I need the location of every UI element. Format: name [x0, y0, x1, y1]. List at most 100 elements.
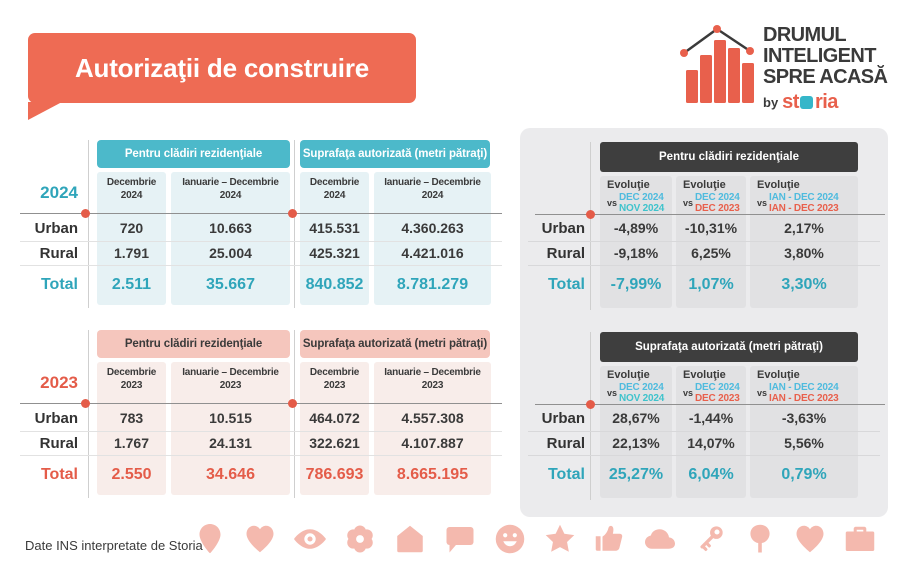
- logo-line-1: DRUMUL: [763, 24, 847, 46]
- value-cell: 322.621: [309, 435, 360, 451]
- evolution-column-header: Evoluţie vs IAN - DEC 2024 IAN - DEC 2023: [757, 369, 839, 404]
- column-header: Ianuarie – Decembrie 2023: [384, 367, 481, 391]
- header-rule: [20, 403, 502, 404]
- tree-icon: [742, 521, 778, 557]
- row-label: Urban: [34, 410, 78, 427]
- value-cell: 1.791: [113, 245, 150, 261]
- divider: [590, 332, 591, 500]
- row-label: Rural: [39, 435, 78, 452]
- value-cell: -3,63%: [781, 410, 827, 426]
- value-cell: 1.767: [113, 435, 150, 451]
- value-cell: -4,89%: [613, 220, 659, 236]
- total-value-cell: 0,79%: [781, 466, 827, 483]
- row-label: Urban: [541, 220, 585, 237]
- rule-dot: [288, 399, 297, 408]
- thumbs-up-icon: [592, 521, 628, 557]
- total-row-label: Total: [40, 276, 78, 293]
- value-cell: -10,31%: [684, 220, 738, 236]
- logo-line-2: INTELIGENT: [763, 45, 876, 67]
- banner-tail: [28, 102, 62, 120]
- row-separator: [20, 241, 502, 242]
- evolution-column-header: Evoluţie vs DEC 2024 NOV 2024: [607, 179, 665, 214]
- column-bg: [750, 176, 858, 308]
- total-value-cell: 2.550: [111, 466, 152, 483]
- heart-icon: [792, 521, 828, 557]
- value-cell: 425.321: [309, 245, 360, 261]
- divider: [294, 140, 295, 308]
- value-cell: -1,44%: [688, 410, 734, 426]
- total-value-cell: -7,99%: [610, 276, 662, 293]
- group-header-surface-2023: Suprafaţa autorizată (metri pătraţi): [300, 330, 490, 358]
- row-label: Rural: [546, 245, 585, 262]
- total-value-cell: 8.781.279: [396, 276, 469, 293]
- total-value-cell: 2.511: [111, 276, 152, 293]
- row-separator: [20, 265, 502, 266]
- value-cell: 22,13%: [612, 435, 660, 451]
- header-rule: [20, 213, 502, 214]
- total-row-label: Total: [547, 276, 585, 293]
- value-cell: 783: [119, 410, 144, 426]
- column-bg: [374, 362, 491, 495]
- column-header: Decembrie 2024: [309, 177, 360, 201]
- evolution-table-surface: Suprafaţa autorizată (metri pătraţi) Evo…: [520, 332, 900, 512]
- header-rule: [535, 214, 885, 215]
- row-separator: [528, 455, 880, 456]
- location-pin-icon: [192, 521, 228, 557]
- value-cell: 10.663: [209, 220, 252, 236]
- evolution-header-residential: Pentru clădiri rezidenţiale: [600, 142, 858, 172]
- value-cell: 415.531: [309, 220, 360, 236]
- value-cell: 5,56%: [784, 435, 824, 451]
- row-label: Urban: [541, 410, 585, 427]
- value-cell: 4.421.016: [401, 245, 464, 261]
- value-cell: 6,25%: [691, 245, 731, 261]
- brand-logo: DRUMUL INTELIGENT SPRE ACASĂ by st ria: [680, 20, 888, 114]
- row-label: Rural: [546, 435, 585, 452]
- storia-o-mark: [800, 96, 814, 109]
- column-header: Decembrie 2023: [106, 367, 157, 391]
- value-cell: -9,18%: [613, 245, 659, 261]
- column-bg: [374, 172, 491, 305]
- row-label: Urban: [34, 220, 78, 237]
- star-icon: [542, 521, 578, 557]
- column-bg: [676, 176, 746, 308]
- group-header-surface-2024: Suprafaţa autorizată (metri pătraţi): [300, 140, 490, 168]
- house-icon: [392, 521, 428, 557]
- value-cell: 720: [119, 220, 144, 236]
- column-bg: [300, 172, 369, 305]
- rule-dot: [586, 210, 595, 219]
- cloud-icon: [642, 521, 678, 557]
- divider: [294, 330, 295, 498]
- value-cell: 464.072: [309, 410, 360, 426]
- column-bg: [97, 362, 166, 495]
- divider: [590, 142, 591, 310]
- heart-icon: [242, 521, 278, 557]
- group-header-residential-2023: Pentru clădiri rezidenţiale: [97, 330, 290, 358]
- header-rule: [535, 404, 885, 405]
- total-value-cell: 34.646: [206, 466, 255, 483]
- smiley-icon: [492, 521, 528, 557]
- total-value-cell: 3,30%: [781, 276, 827, 293]
- evolution-column-header: Evoluţie vs DEC 2024 DEC 2023: [683, 369, 740, 404]
- logo-barchart-house-icon: [680, 25, 754, 103]
- divider: [88, 330, 89, 498]
- row-separator: [528, 431, 880, 432]
- title-banner: Autorizaţii de construire: [28, 33, 416, 103]
- speech-bubble-icon: [442, 521, 478, 557]
- column-header: Ianuarie – Decembrie 2023: [182, 367, 279, 391]
- column-bg: [97, 172, 166, 305]
- row-separator: [20, 455, 502, 456]
- rule-dot: [586, 400, 595, 409]
- total-value-cell: 1,07%: [688, 276, 734, 293]
- total-value-cell: 786.693: [305, 466, 364, 483]
- briefcase-icon: [842, 521, 878, 557]
- row-separator: [528, 241, 880, 242]
- group-header-residential-2024: Pentru clădiri rezidenţiale: [97, 140, 290, 168]
- year-label-2024: 2024: [40, 183, 78, 202]
- column-bg: [750, 366, 858, 498]
- total-value-cell: 840.852: [305, 276, 364, 293]
- column-header: Ianuarie – Decembrie 2024: [182, 177, 279, 201]
- column-header: Ianuarie – Decembrie 2024: [384, 177, 481, 201]
- value-cell: 24.131: [209, 435, 252, 451]
- table-2024: Pentru clădiri rezidenţiale Suprafaţa au…: [0, 140, 512, 312]
